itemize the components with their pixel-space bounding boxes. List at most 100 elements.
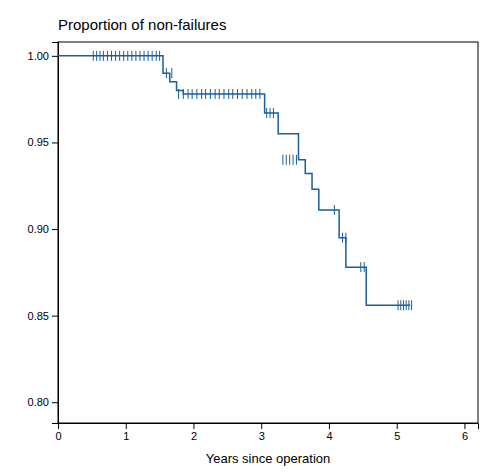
censor-mark: [360, 262, 361, 272]
censor-mark: [403, 300, 404, 310]
censor-mark: [266, 108, 267, 118]
censor-mark: [334, 205, 335, 215]
x-tick: 1: [123, 423, 129, 442]
censor-mark: [398, 300, 399, 310]
x-tick: 3: [259, 423, 265, 442]
censor-mark: [148, 51, 149, 61]
censor-mark: [166, 68, 167, 78]
censor-mark: [107, 51, 108, 61]
censor-mark: [139, 51, 140, 61]
y-axis: 0.80 0.85 0.90 0.95 1.00: [28, 43, 59, 424]
x-tick: 6: [462, 423, 468, 442]
x-tick-label: 1: [123, 430, 129, 442]
censor-mark: [342, 233, 343, 243]
censor-mark: [289, 155, 290, 165]
plot-frame: [58, 42, 478, 423]
censor-mark: [115, 51, 116, 61]
censor-mark: [296, 155, 297, 165]
censor-mark: [127, 51, 128, 61]
censor-mark: [223, 89, 224, 99]
censor-mark: [210, 89, 211, 99]
y-tick: 0.80: [28, 396, 58, 408]
censor-mark: [188, 89, 189, 99]
censor-mark: [345, 233, 346, 243]
censor-mark: [196, 89, 197, 99]
censor-mark: [183, 89, 184, 99]
line: [58, 56, 410, 305]
censor-mark: [293, 155, 294, 165]
x-tick-mark: [126, 423, 127, 429]
x-tick-mark: [193, 423, 194, 429]
censor-mark: [228, 89, 229, 99]
plot-area: 0 1 2 3 4 5 6 0.80 0.85 0.90 0.95 1.00: [28, 42, 479, 442]
censor-mark: [171, 68, 172, 78]
chart: 0 1 2 3 4 5 6 0.80 0.85 0.90 0.95 1.00 Proportion of…: [0, 0, 500, 475]
x-tick: 5: [394, 423, 400, 442]
y-tick-label: 0.90: [28, 223, 49, 235]
censor-mark: [255, 89, 256, 99]
y-tick-label: 0.85: [28, 310, 49, 322]
x-axis-title: Years since operation: [206, 451, 331, 466]
censor-mark: [219, 89, 220, 99]
censor-mark: [123, 51, 124, 61]
censor-mark: [103, 51, 104, 61]
censor-mark: [144, 51, 145, 61]
censor-mark: [131, 51, 132, 61]
censor-mark: [247, 89, 248, 99]
y-tick: 1.00: [28, 50, 58, 62]
censor-mark: [282, 155, 283, 165]
censor-mark: [408, 300, 409, 310]
censor-mark: [192, 89, 193, 99]
censor-mark: [135, 51, 136, 61]
censor-mark: [119, 51, 120, 61]
x-tick-label: 5: [394, 430, 400, 442]
x-tick-label: 4: [326, 430, 332, 442]
y-tick-mark: [52, 142, 58, 143]
censor-mark: [406, 300, 407, 310]
y-tick-mark: [52, 56, 58, 57]
y-tick-mark: [52, 229, 58, 230]
censor-mark: [270, 108, 271, 118]
censor-mark: [178, 89, 179, 99]
y-tick: 0.95: [28, 136, 58, 148]
title: Proportion of non-failures: [58, 16, 226, 33]
y-tick-label: 1.00: [28, 50, 49, 62]
censor-mark: [411, 300, 412, 310]
censor-mark: [273, 108, 274, 118]
censor-mark: [364, 262, 365, 272]
y-tick-label: 0.80: [28, 396, 49, 408]
x-tick-mark: [464, 423, 465, 429]
censor-mark: [156, 51, 157, 61]
censor-mark: [159, 51, 160, 61]
x-tick-label: 6: [462, 430, 468, 442]
censor-mark: [152, 51, 153, 61]
censor-mark: [93, 51, 94, 61]
marks: [58, 51, 412, 310]
censor-mark: [400, 300, 401, 310]
y-tick: 0.85: [28, 310, 58, 322]
censor-mark: [96, 51, 97, 61]
y-tick-label: 0.95: [28, 136, 49, 148]
y-tick: 0.90: [28, 223, 58, 235]
censor-mark: [201, 89, 202, 99]
x-tick: 0: [55, 423, 61, 442]
x-tick-label: 0: [55, 430, 61, 442]
censor-mark: [251, 89, 252, 99]
censor-mark: [286, 155, 287, 165]
x-tick: 2: [191, 423, 197, 442]
censor-mark: [259, 89, 260, 99]
x-tick-mark: [397, 423, 398, 429]
x-tick-mark: [261, 423, 262, 429]
censor-mark: [215, 89, 216, 99]
censor-marks: [93, 51, 411, 310]
x-tick-label: 2: [191, 430, 197, 442]
censor-mark: [100, 51, 101, 61]
censor-mark: [111, 51, 112, 61]
x-tick-label: 3: [259, 430, 265, 442]
y-tick-mark: [52, 402, 58, 403]
x-axis-line: [59, 424, 479, 430]
censor-mark: [232, 89, 233, 99]
x-axis: 0 1 2 3 4 5 6: [55, 423, 478, 442]
x-tick-mark: [329, 423, 330, 429]
y-tick-mark: [52, 316, 58, 317]
